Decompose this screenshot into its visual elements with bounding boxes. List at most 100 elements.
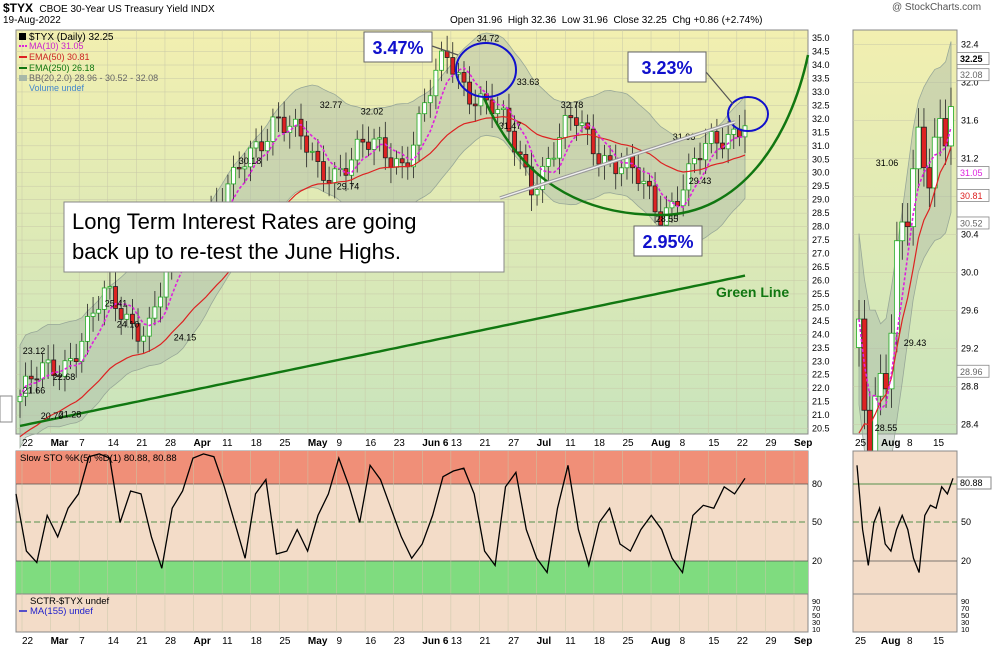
ema50-line — [19, 115, 746, 438]
zoom-ma10-line — [858, 126, 952, 411]
price-tick-label: 30.5 — [812, 154, 830, 164]
date-tick-label: 7 — [79, 636, 85, 647]
stoch-level-80: 80 — [812, 479, 822, 489]
date-tick-label: 7 — [79, 438, 85, 449]
zoom-price-tick: 28.4 — [961, 419, 979, 429]
zoom-stoch-tag-text: 80.88 — [960, 478, 983, 488]
date-tick-label: 18 — [594, 438, 606, 449]
zoom-date-label: Aug — [881, 438, 900, 449]
chart-date: 19-Aug-2022 — [3, 15, 61, 26]
candle-body — [529, 166, 534, 196]
zoom-value-tag-text: 28.96 — [960, 367, 983, 377]
candle-body — [73, 358, 79, 362]
zoom-sctr-level-50: 50 — [961, 611, 969, 620]
sctr-level-10: 10 — [812, 625, 820, 634]
candle-body — [714, 131, 720, 144]
price-value-label: 23.12 — [23, 346, 46, 356]
candle-body — [680, 189, 686, 207]
zoom-label-3106: 31.06 — [876, 158, 899, 168]
candle-body — [382, 137, 388, 159]
sctr-level-50: 50 — [812, 611, 820, 620]
ma10-line — [19, 66, 746, 397]
candle-body — [388, 157, 394, 168]
trend-line-gray-inner — [499, 121, 736, 199]
zoom-value-tag — [956, 166, 990, 179]
candle-body — [68, 358, 73, 362]
zoom-candle-body — [926, 167, 933, 189]
price-tick-label: 30.0 — [812, 168, 830, 178]
candle-body — [725, 134, 731, 150]
candle-body — [146, 317, 152, 337]
stoch-overbought-band — [16, 451, 808, 484]
price-value-label: 29.74 — [337, 182, 360, 192]
price-value-label: 21.66 — [23, 385, 46, 395]
zoom-date-label: 8 — [907, 636, 913, 647]
zoom-candle-body — [904, 221, 911, 228]
price-tick-label: 31.5 — [812, 127, 830, 137]
candle-body — [40, 362, 45, 380]
sctr-ma-label: MA(155) undef — [30, 606, 93, 617]
price-tick-label: 29.5 — [812, 181, 830, 191]
candle-body — [253, 141, 259, 149]
price-tick-label: 31.0 — [812, 141, 830, 151]
zoom-sctr-panel — [852, 593, 958, 633]
date-tick-label: 22 — [22, 438, 34, 449]
candle-body — [534, 189, 540, 196]
date-tick-label: Sep — [794, 438, 812, 449]
date-tick-label: 25 — [279, 636, 291, 647]
zoom-candle-body — [915, 126, 922, 170]
legend-bb: BB(20,2.0) 28.96 - 30.52 - 32.08 — [29, 73, 158, 83]
date-tick-label: 18 — [251, 438, 263, 449]
price-value-label: 29.43 — [689, 176, 712, 186]
candle-body — [270, 116, 276, 142]
zoom-price-tick: 30.0 — [961, 267, 979, 277]
pct-june-label: 3.47% — [372, 38, 423, 58]
zoom-sctr-level-90: 90 — [961, 597, 969, 606]
date-tick-label: 11 — [222, 438, 233, 449]
candle-body — [647, 180, 652, 187]
candle-body — [573, 117, 579, 126]
price-value-label: 32.78 — [561, 100, 584, 110]
date-tick-label: 11 — [222, 636, 233, 647]
candle-body — [96, 308, 102, 314]
legend-symbol: $TYX (Daily) 32.25 — [29, 32, 114, 43]
candle-body — [478, 93, 484, 107]
candle-body — [276, 116, 281, 119]
zoom-candle-body — [910, 168, 917, 228]
price-tick-label: 32.0 — [812, 114, 830, 124]
zoom-value-tag-text: 32.08 — [960, 70, 983, 80]
candle-body — [304, 135, 310, 153]
zoom-stoch-level-50: 50 — [961, 517, 971, 527]
price-value-label: 24.15 — [174, 332, 197, 342]
date-tick-label: 28 — [165, 636, 177, 647]
date-tick-label: Jun 6 — [422, 636, 449, 647]
candle-body — [512, 130, 517, 153]
candle-body — [658, 211, 664, 226]
price-tick-label: 33.5 — [812, 73, 830, 83]
candle-body — [630, 155, 635, 169]
price-tick-label: 27.5 — [812, 235, 830, 245]
price-value-label: 31.47 — [499, 121, 522, 131]
date-tick-label: 11 — [565, 636, 576, 647]
candle-body — [495, 109, 501, 115]
candle-body — [135, 323, 141, 342]
date-tick-label: 23 — [394, 636, 406, 647]
candle-body — [309, 150, 315, 153]
date-tick-label: 11 — [565, 438, 576, 449]
candle-body — [113, 286, 118, 309]
zoom-date-label: 8 — [907, 438, 913, 449]
candle-body — [349, 159, 354, 176]
date-tick-label: 25 — [622, 438, 634, 449]
green-arc-annotation — [482, 54, 810, 217]
candle-body — [422, 102, 428, 115]
price-value-label: 22.68 — [53, 372, 76, 382]
candle-body — [101, 287, 107, 310]
aug-current-oval — [727, 96, 769, 132]
price-tick-label: 26.0 — [812, 275, 830, 285]
price-value-label: 21.28 — [59, 410, 82, 420]
candle-body — [85, 316, 90, 342]
sctr-label: SCTR-$TYX undef — [30, 596, 110, 607]
date-tick-label: 27 — [508, 438, 520, 449]
date-tick-label: Jun 6 — [422, 438, 449, 449]
left-edge-tab[interactable] — [0, 395, 13, 423]
